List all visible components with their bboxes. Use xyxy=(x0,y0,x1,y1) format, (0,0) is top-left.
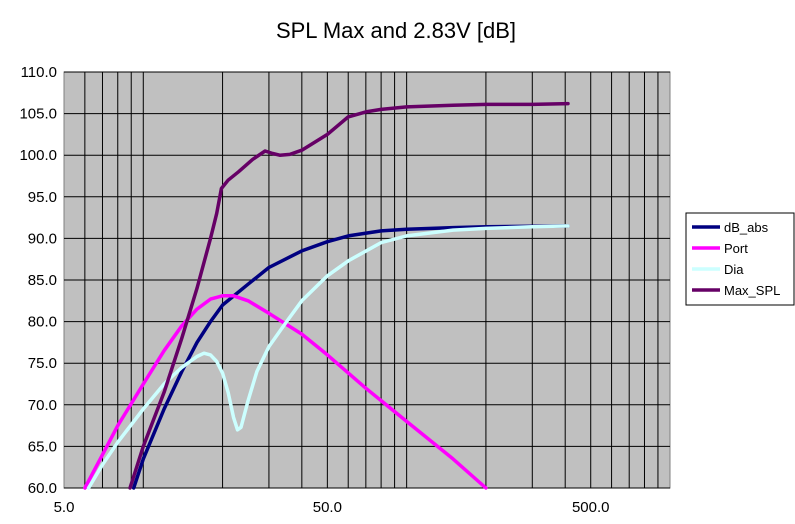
y-tick-label: 105.0 xyxy=(19,106,57,123)
y-axis-ticks: 60.0 65.0 70.0 75.0 80.0 85.0 90.0 95.0 100.0 105… xyxy=(19,64,57,497)
series-line-db-abs xyxy=(131,224,570,490)
y-tick-label: 90.0 xyxy=(28,230,57,247)
chart-title: SPL Max and 2.83V [dB] xyxy=(276,18,516,43)
x-axis-ticks: 5.0 50.0 500.0 xyxy=(54,499,610,516)
legend-label-max-spl: Max_SPL xyxy=(724,283,780,298)
y-tick-label: 85.0 xyxy=(28,272,57,289)
legend-label-port: Port xyxy=(724,241,748,256)
y-tick-label: 60.0 xyxy=(28,480,57,497)
series-line-port xyxy=(83,294,488,490)
series-line-max-spl xyxy=(128,101,570,490)
y-tick-label: 100.0 xyxy=(19,147,57,164)
x-tick-label: 50.0 xyxy=(313,499,342,516)
y-tick-label: 80.0 xyxy=(28,314,57,331)
legend: dB_abs Port Dia Max_SPL xyxy=(685,212,795,306)
legend-label-dia: Dia xyxy=(724,262,744,277)
y-tick-label: 110.0 xyxy=(21,64,57,81)
y-tick-label: 70.0 xyxy=(28,397,57,414)
legend-label-db-abs: dB_abs xyxy=(724,220,769,235)
y-tick-label: 75.0 xyxy=(28,355,57,372)
series-line-dia xyxy=(86,224,570,490)
legend-items: dB_abs Port Dia Max_SPL xyxy=(692,220,780,298)
series-lines xyxy=(83,101,570,490)
x-tick-label: 5.0 xyxy=(54,499,75,516)
y-tick-label: 95.0 xyxy=(28,189,57,206)
x-tick-label: 500.0 xyxy=(572,499,610,516)
y-tick-label: 65.0 xyxy=(28,438,57,455)
grid xyxy=(64,71,670,489)
